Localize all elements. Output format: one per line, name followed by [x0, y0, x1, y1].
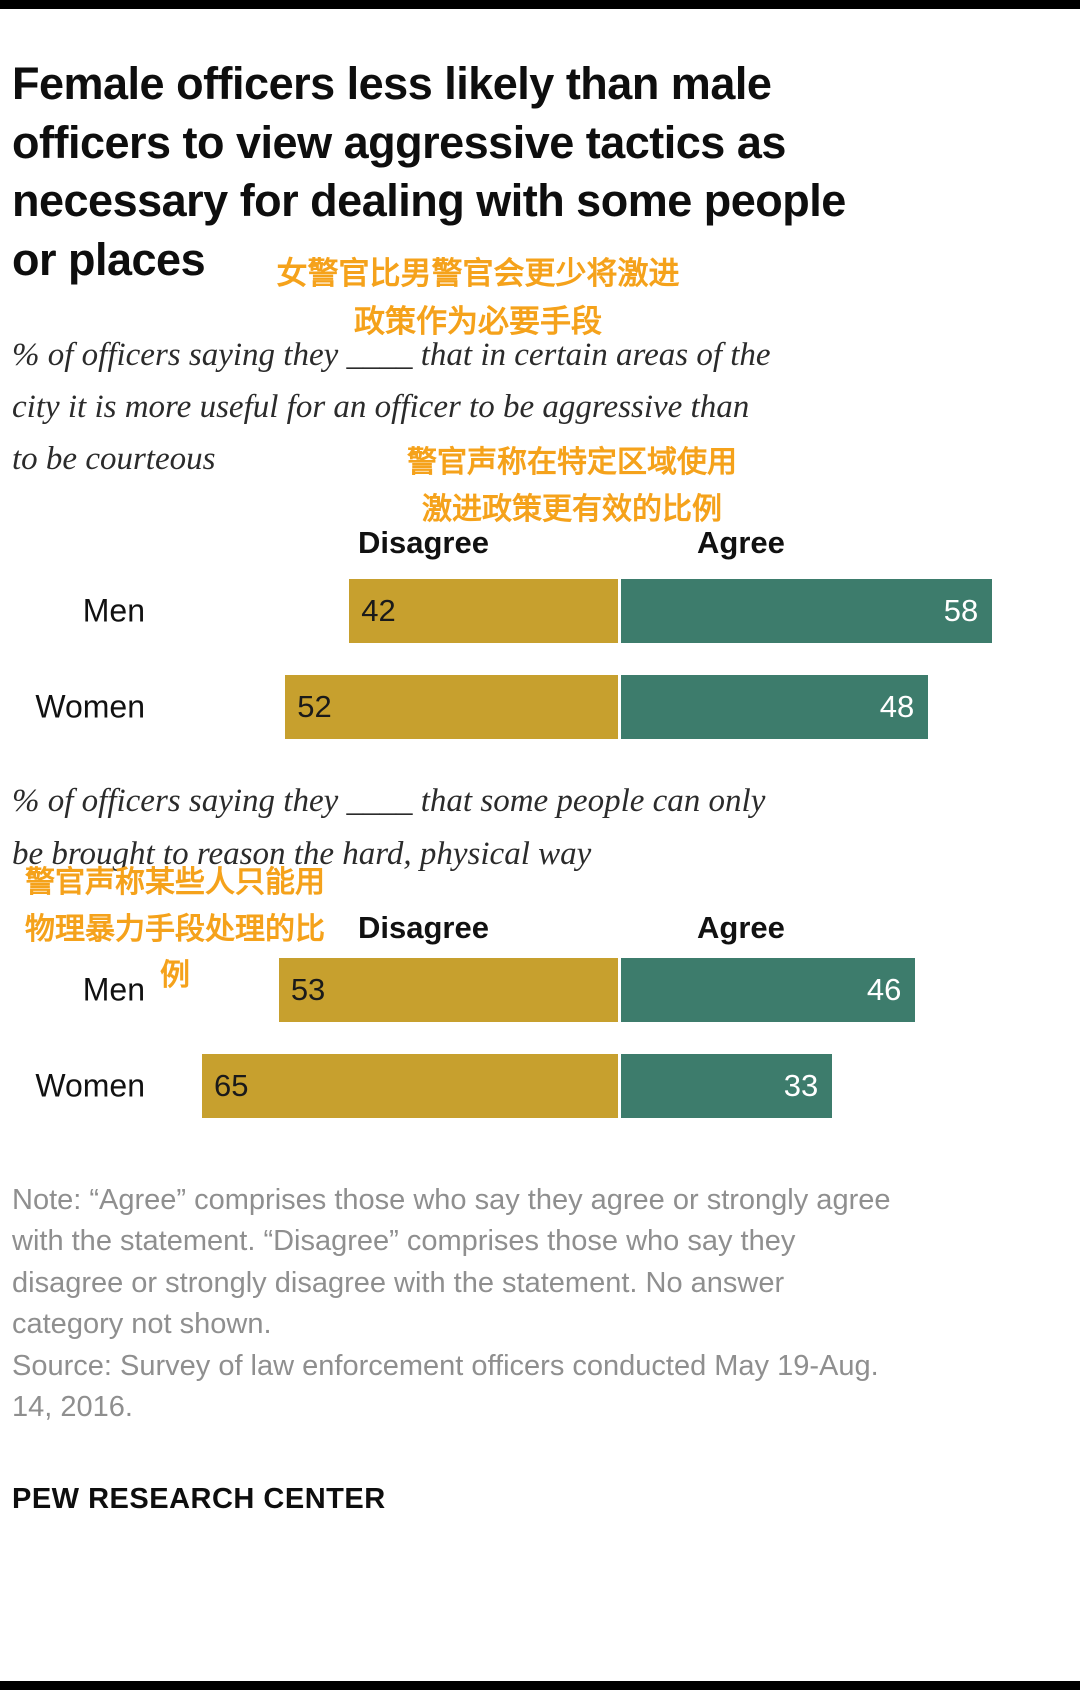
chart1-subtitle-line: city it is more useful for an officer to…	[12, 389, 750, 426]
page-title-line: or places	[12, 233, 206, 285]
annotation-line: 警官声称在特定区域使用	[407, 446, 737, 479]
bar-row-women: Women 52 48	[0, 675, 1080, 740]
disagree-header: Disagree	[358, 909, 489, 945]
annotation-line: 警官声称某些人只能用	[25, 866, 325, 899]
category-label-men: Men	[82, 592, 145, 629]
agree-bar-women: 48	[621, 675, 929, 740]
note-line: disagree or strongly disagree with the s…	[12, 1266, 785, 1299]
bar-row-women: Women 65 33	[0, 1053, 1080, 1118]
source-line: 14, 2016.	[12, 1390, 133, 1423]
disagree-header: Disagree	[358, 525, 489, 561]
page-title-line: Female officers less likely than male	[12, 58, 772, 109]
annotation-chart2-chinese: 警官声称某些人只能用 物理暴力手段处理的比 例	[0, 860, 350, 1000]
chart2-subtitle-line: % of officers saying they ____ that some…	[12, 783, 766, 820]
chart1-column-headers: Disagree Agree	[0, 523, 1080, 579]
disagree-bar-women: 65	[202, 1053, 618, 1118]
chart2-subtitle-line: be brought to reason the hard, physical …	[12, 835, 592, 872]
annotation-chart1-chinese: 警官声称在特定区域使用 激进政策更有效的比例	[377, 440, 767, 533]
chart1-subtitle-line: % of officers saying they ____ that in c…	[12, 337, 771, 373]
bar-row-men: Men 53 46	[0, 957, 1080, 1022]
agree-bar-women: 33	[621, 1053, 833, 1118]
chart-aggressive-vs-courteous: Disagree Agree Men 42 58 Women 52 48	[0, 523, 1080, 740]
note-and-source: Note: “Agree” comprises those who say th…	[12, 1180, 1066, 1429]
note-line: with the statement. “Disagree” comprises…	[12, 1225, 796, 1258]
note-line: Note: “Agree” comprises those who say th…	[12, 1183, 891, 1216]
bar-row-men: Men 42 58	[0, 579, 1080, 644]
agree-header: Agree	[697, 525, 785, 561]
page-title-line: officers to view aggressive tactics as	[12, 116, 786, 168]
agree-bar-men: 58	[621, 579, 993, 644]
chart1-subtitle-line: to be courteous	[12, 441, 216, 478]
category-label-men: Men	[82, 971, 145, 1008]
bottom-rule	[0, 1681, 1080, 1690]
annotation-line: 激进政策更有效的比例	[422, 492, 722, 526]
annotation-line: 政策作为必要手段	[354, 304, 602, 340]
top-rule	[0, 0, 1080, 9]
annotation-line: 例	[160, 959, 190, 992]
bar-value-label: 58	[943, 593, 979, 629]
disagree-bar-women: 52	[285, 675, 618, 740]
note-line: category not shown.	[12, 1308, 272, 1341]
annotation-line: 女警官比男警官会更少将激进	[276, 256, 680, 291]
annotation-line: 物理暴力手段处理的比	[25, 912, 325, 946]
bar-value-label: 53	[290, 971, 326, 1007]
pew-research-center-wordmark: PEW RESEARCH CENTER	[12, 1483, 386, 1516]
bar-value-label: 52	[297, 689, 332, 725]
chart2-subtitle: % of officers saying they ____ that some…	[12, 775, 1066, 879]
chart1-subtitle: % of officers saying they ____ that in c…	[12, 329, 1066, 485]
source-line: Source: Survey of law enforcement office…	[12, 1349, 879, 1382]
bar-value-label: 48	[879, 689, 915, 725]
agree-bar-men: 46	[621, 957, 916, 1022]
bar-value-label: 46	[866, 971, 902, 1007]
category-label-women: Women	[35, 688, 145, 725]
bar-value-label: 33	[783, 1067, 819, 1103]
category-label-women: Women	[35, 1067, 145, 1104]
disagree-bar-men: 42	[349, 579, 618, 644]
disagree-bar-men: 53	[278, 957, 618, 1022]
agree-header: Agree	[697, 909, 785, 945]
page-title: Female officers less likely than male of…	[12, 55, 1066, 289]
annotation-title-chinese: 女警官比男警官会更少将激进 政策作为必要手段	[238, 250, 718, 346]
bar-value-label: 65	[214, 1067, 249, 1103]
chart-hard-physical-way: Disagree Agree Men 53 46 Women 65 33	[0, 908, 1080, 1118]
bar-value-label: 42	[361, 593, 396, 629]
page-title-line: necessary for dealing with some people	[12, 175, 846, 226]
chart2-column-headers: Disagree Agree	[0, 908, 1080, 958]
